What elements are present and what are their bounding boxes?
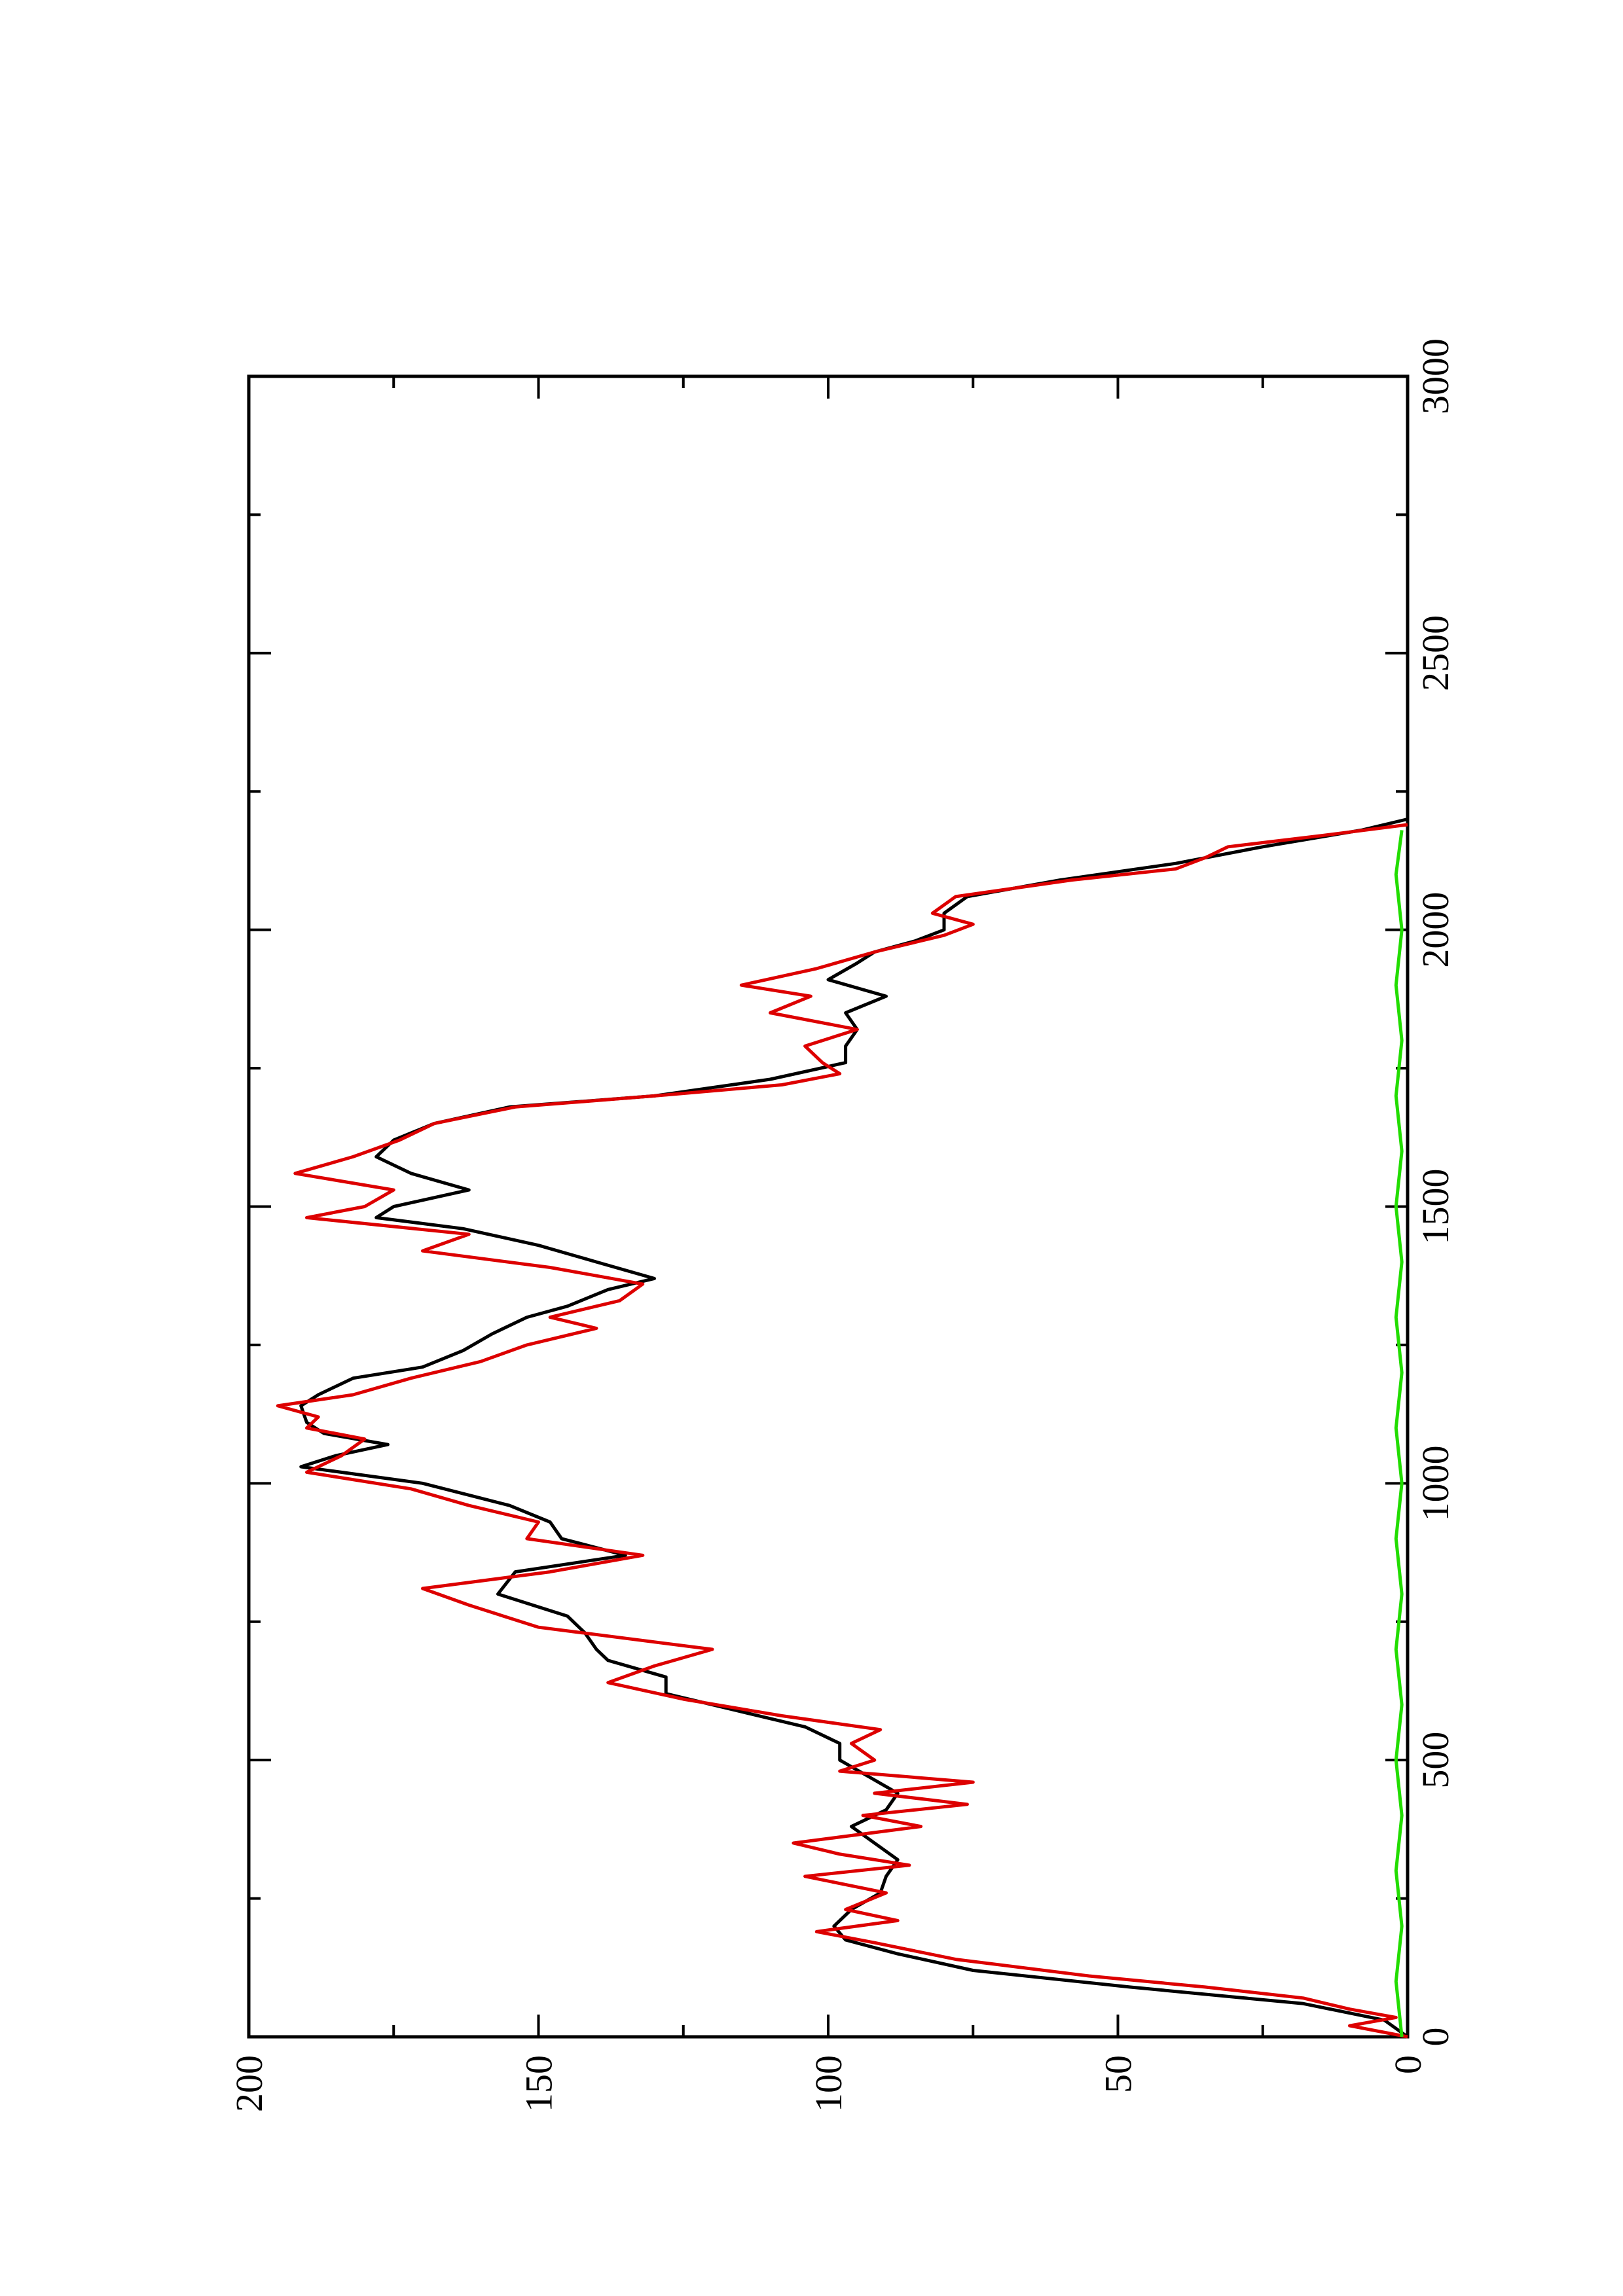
plot-border <box>247 374 1410 2039</box>
series-layer <box>276 817 1409 2039</box>
series-line-1 <box>299 817 1409 2039</box>
plot-frame <box>247 374 1410 2039</box>
x-tick-label: 2500 <box>1414 615 1457 691</box>
y-tick-label: 0 <box>1387 2055 1429 2074</box>
y-tick-label: 50 <box>1097 2055 1140 2093</box>
y-tick-label: 150 <box>518 2055 560 2112</box>
y-tick-label: 100 <box>807 2055 850 2112</box>
x-tick-label: 1500 <box>1414 1169 1457 1245</box>
axis-tick-labels: 0 500 1000 1500 2000 2500 3000 0 50 100 150 200 <box>228 338 1457 2112</box>
axis-ticks <box>247 375 1409 2038</box>
x-tick-label: 1000 <box>1414 1445 1457 1521</box>
y-tick-label: 200 <box>228 2055 270 2112</box>
series-line-3 <box>1394 830 1404 2037</box>
x-tick-label: 3000 <box>1414 338 1457 414</box>
series-line-2 <box>276 823 1408 2039</box>
x-tick-label: 500 <box>1414 1732 1457 1789</box>
x-tick-label: 2000 <box>1414 892 1457 968</box>
x-tick-label: 0 <box>1414 2028 1457 2047</box>
